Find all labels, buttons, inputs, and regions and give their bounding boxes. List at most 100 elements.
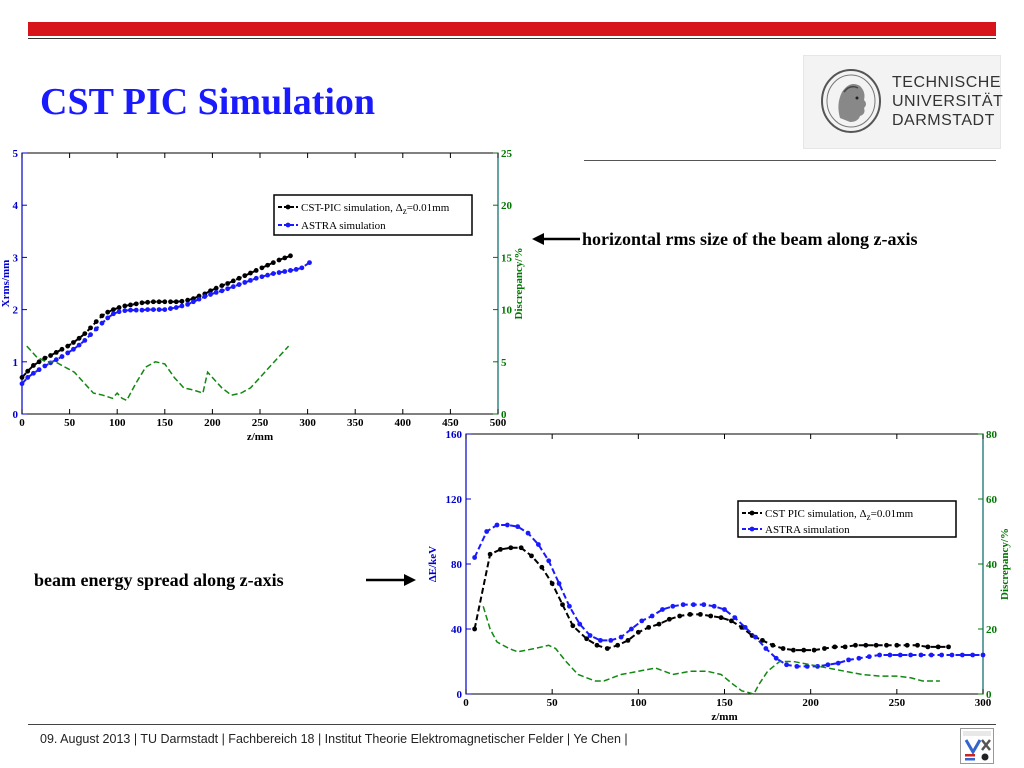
cst-pic-data-point bbox=[708, 613, 714, 619]
cst-pic-data-point bbox=[915, 642, 920, 648]
astra-data-point bbox=[162, 307, 168, 312]
astra-data-point bbox=[949, 652, 955, 658]
astra-data-point bbox=[556, 581, 562, 586]
astra-data-point bbox=[105, 315, 111, 321]
astra-data-point bbox=[866, 654, 872, 660]
cst-pic-data-point bbox=[248, 270, 253, 276]
cst-pic-data-point bbox=[853, 642, 858, 648]
astra-data-point bbox=[711, 603, 717, 609]
cst-pic-data-point bbox=[594, 642, 600, 648]
x-tick-label: 0 bbox=[463, 697, 469, 709]
astra-data-point bbox=[82, 337, 88, 343]
x-tick-label: 250 bbox=[252, 417, 269, 429]
cst-pic-data-point bbox=[549, 581, 555, 586]
cst-pic-data-point bbox=[259, 265, 265, 271]
cst-pic-data-point bbox=[518, 545, 524, 551]
cst-pic-data-point bbox=[677, 613, 683, 619]
astra-data-point bbox=[230, 284, 236, 290]
astra-data-point bbox=[282, 269, 288, 274]
cst-pic-data-point bbox=[110, 307, 116, 312]
cst-pic-data-point bbox=[99, 313, 105, 319]
discrepancy-series-line bbox=[26, 345, 290, 402]
cst-pic-data-point bbox=[105, 309, 111, 315]
cst-pic-data-point bbox=[65, 343, 71, 349]
cst-pic-data-point bbox=[760, 637, 765, 643]
y-tick-label: 80 bbox=[451, 559, 463, 571]
cst-pic-data-point bbox=[801, 647, 807, 653]
cst-pic-data-point bbox=[88, 325, 93, 331]
cst-pic-data-point bbox=[946, 644, 951, 650]
cst-pic-data-point bbox=[219, 283, 225, 288]
cst-pic-data-point bbox=[82, 331, 88, 337]
astra-data-point bbox=[31, 370, 36, 376]
y2-tick-label: 80 bbox=[986, 429, 998, 441]
astra-data-point bbox=[484, 529, 490, 534]
astra-data-point bbox=[110, 311, 116, 317]
astra-data-point bbox=[93, 326, 99, 332]
astra-data-point bbox=[680, 602, 686, 608]
x-tick-label: 350 bbox=[347, 417, 364, 429]
astra-data-point bbox=[53, 357, 59, 363]
annotation-rms-size: horizontal rms size of the beam along z-… bbox=[582, 229, 918, 249]
astra-data-point bbox=[19, 381, 25, 387]
x-tick-label: 100 bbox=[630, 697, 647, 709]
header-accent-bar bbox=[28, 22, 996, 36]
y-tick-label: 1 bbox=[13, 357, 19, 369]
astra-data-point bbox=[293, 267, 299, 272]
cst-pic-data-point bbox=[791, 647, 796, 653]
astra-data-point bbox=[196, 296, 202, 302]
astra-data-point bbox=[701, 602, 707, 608]
cst-pic-data-point bbox=[584, 636, 590, 642]
legend-entry-cst-pic: CST-PIC simulation, Δz=0.01mm bbox=[301, 202, 450, 216]
astra-data-point bbox=[156, 307, 162, 312]
cst-pic-data-point bbox=[842, 644, 848, 650]
astra-data-point bbox=[145, 307, 151, 312]
legend-marker bbox=[749, 526, 755, 532]
cst-pic-data-point bbox=[925, 644, 931, 650]
cst-pic-data-point bbox=[179, 298, 185, 304]
x-tick-label: 0 bbox=[19, 417, 25, 429]
astra-data-point bbox=[122, 308, 128, 314]
cst-pic-data-point bbox=[635, 629, 641, 635]
cst-pic-data-point bbox=[656, 621, 662, 627]
cst-pic-data-point bbox=[770, 642, 776, 648]
astra-data-point bbox=[649, 613, 655, 619]
cst-pic-data-point bbox=[230, 278, 236, 284]
temf-logo-icon bbox=[960, 728, 994, 764]
cst-pic-data-point bbox=[208, 288, 213, 294]
astra-data-point bbox=[179, 303, 185, 309]
cst-pic-data-point bbox=[832, 644, 838, 650]
cst-pic-data-point bbox=[604, 646, 610, 651]
astra-data-point bbox=[825, 662, 831, 668]
cst-pic-data-point bbox=[53, 350, 59, 355]
cst-pic-data-point bbox=[173, 299, 179, 305]
logo-line-3: DARMSTADT bbox=[892, 112, 995, 129]
y-axis-label: ΔE/keV bbox=[427, 546, 439, 582]
slide-title: CST PIC Simulation bbox=[40, 81, 376, 123]
discrepancy-series-line bbox=[482, 606, 940, 695]
cst-pic-data-point bbox=[242, 273, 248, 279]
x-tick-label: 200 bbox=[802, 697, 819, 709]
astra-data-point bbox=[225, 286, 231, 292]
cst-pic-data-point bbox=[213, 285, 219, 291]
astra-data-point bbox=[76, 342, 82, 348]
y2-tick-label: 0 bbox=[986, 689, 992, 701]
cst-pic-data-point bbox=[625, 637, 631, 643]
cst-pic-data-point bbox=[894, 642, 900, 648]
astra-data-point bbox=[980, 652, 986, 658]
astra-data-point bbox=[794, 663, 800, 669]
y2-tick-label: 15 bbox=[501, 252, 513, 264]
y-tick-label: 160 bbox=[446, 429, 463, 441]
cst-pic-data-point bbox=[48, 353, 53, 358]
y2-tick-label: 25 bbox=[501, 148, 513, 160]
cst-pic-data-point bbox=[185, 297, 191, 303]
astra-data-point bbox=[608, 637, 614, 643]
x-tick-label: 500 bbox=[490, 417, 507, 429]
cst-pic-data-point bbox=[570, 623, 576, 629]
astra-data-point bbox=[918, 652, 924, 658]
cst-pic-data-point bbox=[935, 644, 941, 650]
astra-data-point bbox=[546, 558, 552, 564]
astra-data-point bbox=[784, 662, 789, 668]
energy-spread-chart: 0 50 100 150 200 250 30004080120160020406080z/… bbox=[427, 429, 1011, 723]
cst-pic-data-point bbox=[276, 257, 282, 263]
